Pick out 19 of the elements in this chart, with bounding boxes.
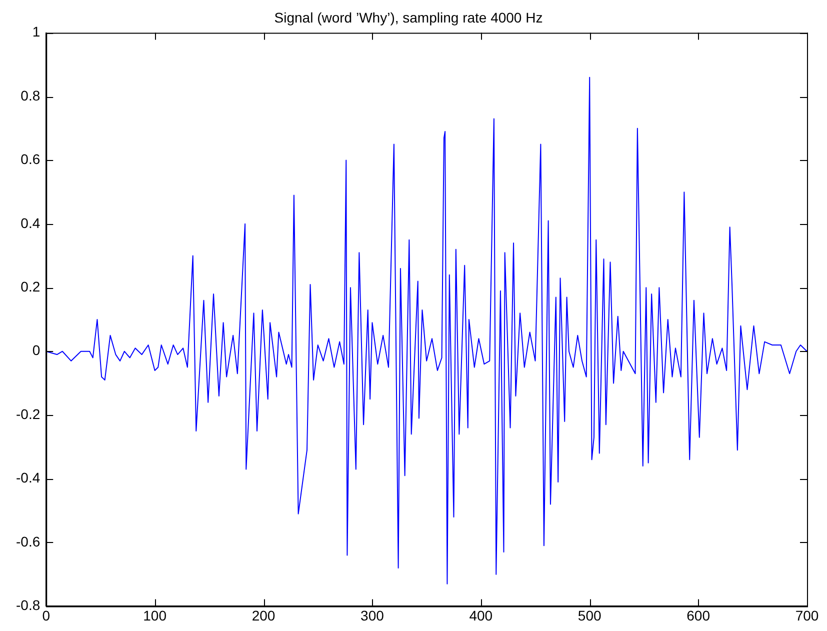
y-tick-label: 0.6 (20, 151, 40, 168)
x-tick-label: 100 (143, 607, 167, 624)
y-tick-label: 1 (32, 24, 40, 40)
x-tick-label: 0 (42, 607, 50, 624)
y-tick-label: -0.6 (16, 533, 40, 550)
y-tick-label: 0.2 (20, 278, 40, 295)
y-tick-label: 0.8 (20, 87, 40, 104)
y-tick-label: 0 (32, 342, 40, 358)
x-tick-label: 300 (360, 607, 384, 624)
x-tick-label: 200 (252, 607, 276, 624)
x-tick-label: 700 (795, 607, 819, 624)
y-tick-label: -0.2 (16, 406, 40, 422)
y-tick-label: -0.4 (16, 470, 40, 486)
x-tick-label: 600 (686, 607, 710, 624)
x-tick-label: 500 (578, 607, 602, 624)
y-tick-label: -0.8 (16, 597, 40, 614)
chart-title: Signal (word ’Why’), sampling rate 4000 Hz (274, 9, 543, 26)
x-tick-label: 400 (469, 607, 493, 624)
y-tick-label: 0.4 (20, 214, 40, 231)
